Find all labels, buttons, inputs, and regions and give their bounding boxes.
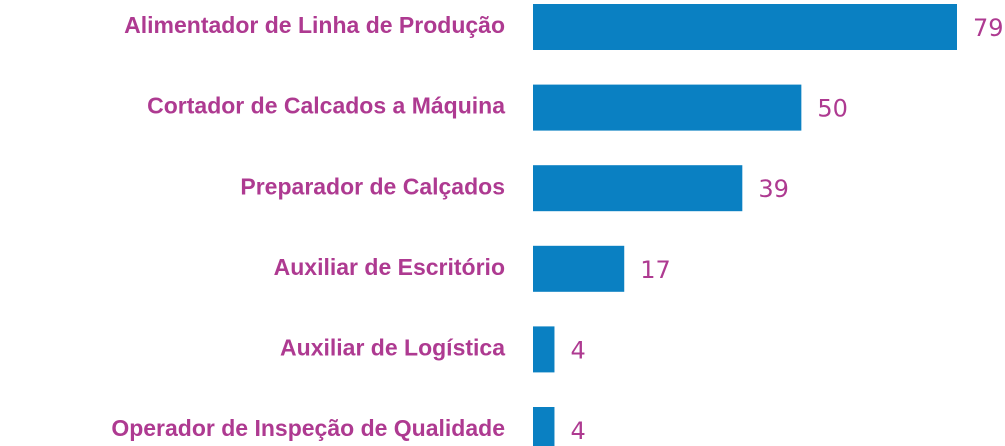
bar: [533, 4, 957, 50]
bar: [533, 326, 555, 373]
category-label: Auxiliar de Escritório: [274, 254, 505, 280]
category-label: Cortador de Calcados a Máquina: [147, 93, 505, 119]
value-label: 39: [758, 175, 789, 203]
category-label: Alimentador de Linha de Produção: [124, 12, 505, 38]
value-label: 50: [817, 95, 848, 123]
bar: [533, 84, 802, 131]
value-label: 17: [640, 256, 671, 284]
category-label: Auxiliar de Logística: [280, 334, 505, 360]
value-label: 4: [570, 417, 585, 445]
category-label: Operador de Inspeção de Qualidade: [111, 415, 505, 441]
value-label: 79: [973, 14, 1004, 42]
bar: [533, 245, 625, 292]
value-label: 4: [570, 336, 585, 364]
bar: [533, 407, 555, 446]
category-label: Preparador de Calçados: [240, 173, 505, 199]
bar: [533, 165, 743, 212]
